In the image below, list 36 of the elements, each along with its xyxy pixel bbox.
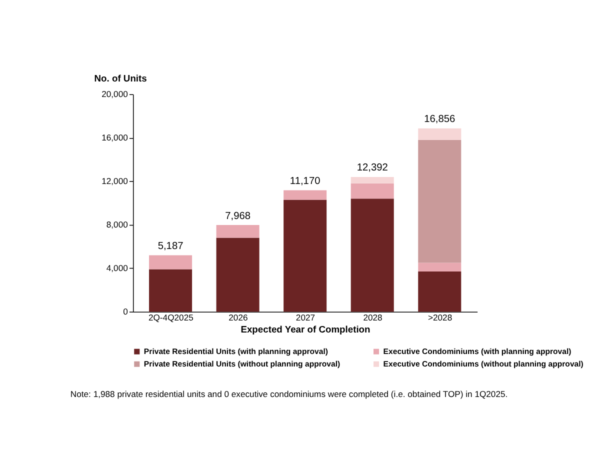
bar [216, 225, 260, 238]
bar [284, 200, 327, 312]
x-tick-label: 2Q-4Q2025 [148, 312, 194, 323]
bar [350, 198, 394, 312]
x-tick-label: 2027 [296, 312, 316, 323]
x-axis-title: Expected Year of Completion [240, 324, 371, 334]
bar [149, 255, 192, 270]
x-tick-label: >2028 [428, 312, 452, 323]
total-label: 11,170 [290, 176, 321, 187]
total-label: 5,187 [158, 241, 184, 252]
y-tick-label: 16,000 [102, 132, 128, 142]
legend-label: Executive Condominiums (without planning approval) [383, 359, 584, 368]
bar [350, 183, 394, 199]
bar [418, 262, 462, 272]
y-axis-title: No. of Units [94, 73, 147, 84]
x-tick-label: 2026 [228, 312, 248, 323]
bar [418, 128, 462, 140]
bar [350, 176, 394, 184]
y-tick-label: 20,000 [102, 88, 128, 99]
bar [216, 238, 260, 312]
bar [418, 140, 462, 263]
bar [418, 271, 462, 312]
y-tick-label: 0 [123, 306, 128, 316]
bar [149, 269, 192, 312]
y-tick-label: 4,000 [106, 262, 128, 273]
text: Note: 1,988 private residential units and 0 executive condominiums were completed (i.e. obtained TOP) in 1Q2025. [70, 388, 508, 399]
x-tick-label: 2028 [363, 312, 383, 323]
legend-label: Private Residential Units (with planning approval) [144, 346, 328, 356]
bar [284, 190, 327, 200]
y-tick-label: 8,000 [106, 219, 128, 230]
total-label: 12,392 [356, 162, 388, 174]
legend-label: Executive Condominiums (with planning approval) [383, 346, 572, 356]
y-tick-label: 12,000 [102, 176, 128, 186]
legend-label: Private Residential Units (without planning approval) [144, 359, 341, 368]
total-label: 7,968 [225, 210, 251, 222]
total-label: 16,856 [424, 114, 456, 126]
